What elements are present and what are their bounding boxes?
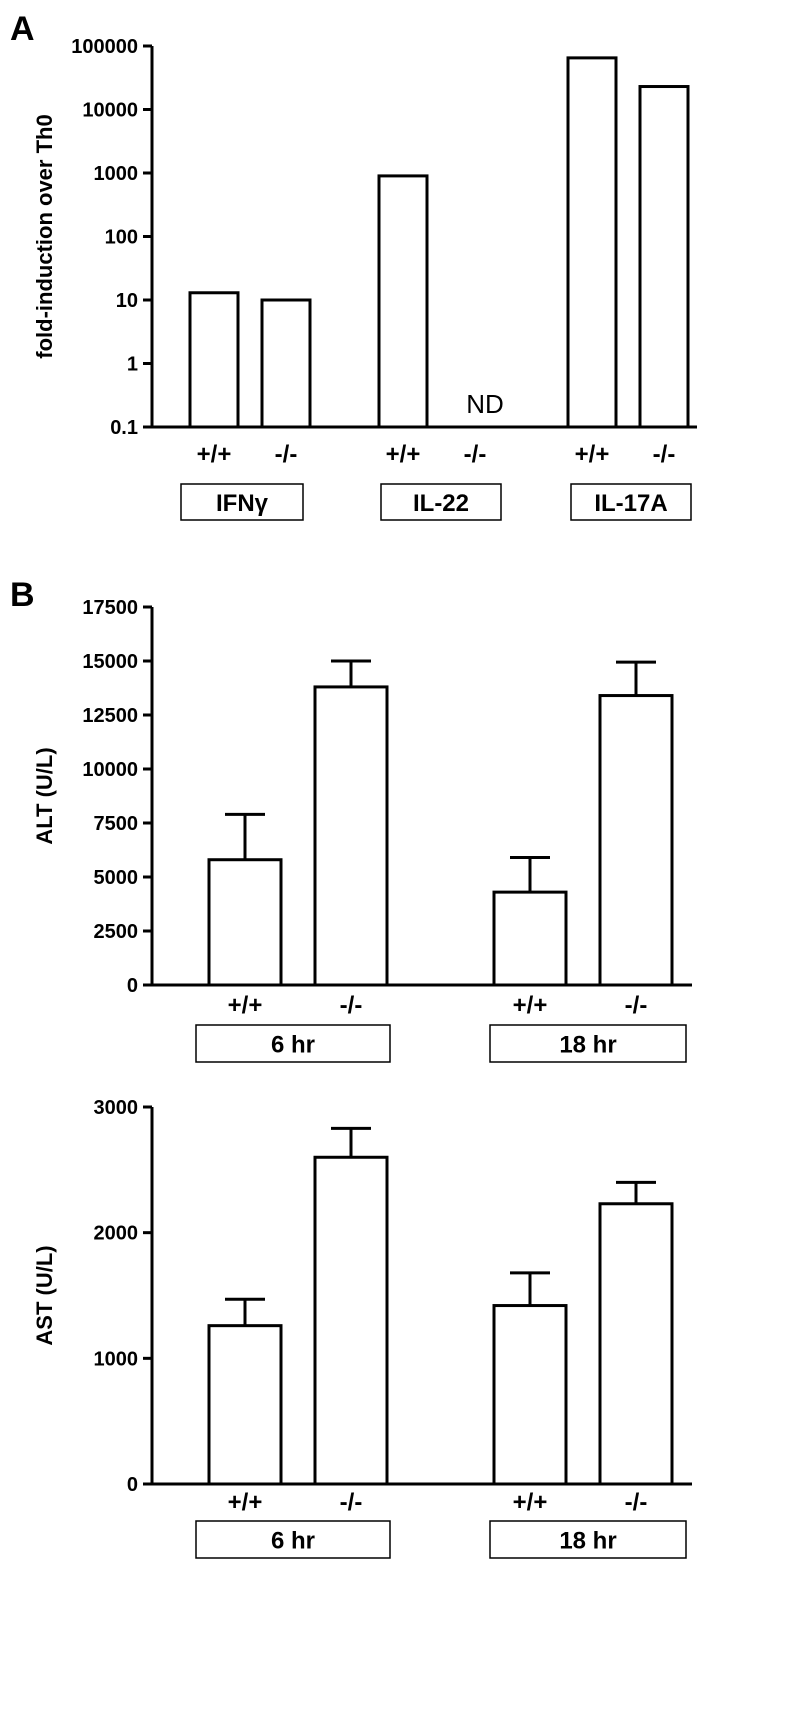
group-label-box <box>195 1024 391 1063</box>
y-axis-label: ALT (U/L) <box>32 747 57 844</box>
group-label-box <box>489 1520 687 1559</box>
bar <box>598 694 674 987</box>
y-tick-label: 7500 <box>94 813 139 835</box>
panel-letter: B <box>10 576 35 614</box>
bar <box>492 890 568 987</box>
y-tick-label: 0 <box>127 975 138 997</box>
group-label: IL-22 <box>413 490 469 517</box>
genotype-label: -/- <box>625 1489 648 1516</box>
y-tick-label: 0.1 <box>110 417 138 439</box>
bar <box>566 56 618 429</box>
bar <box>598 1202 674 1486</box>
genotype-label: +/+ <box>575 441 610 468</box>
group-label: IL-17A <box>594 490 667 517</box>
bar <box>313 1155 389 1486</box>
bar <box>492 1304 568 1486</box>
genotype-label: +/+ <box>386 441 421 468</box>
genotype-label: -/- <box>625 992 648 1019</box>
y-tick-label: 2500 <box>94 921 139 943</box>
group-label-box <box>180 483 304 521</box>
group-label-box <box>489 1024 687 1063</box>
y-tick-label: 10 <box>116 290 138 312</box>
y-axis-label: AST (U/L) <box>32 1245 57 1345</box>
genotype-label: -/- <box>275 441 298 468</box>
y-tick-label: 15000 <box>82 651 138 673</box>
y-tick-label: 17500 <box>82 597 138 619</box>
y-tick-label: 5000 <box>94 867 139 889</box>
y-tick-label: 1000 <box>94 1348 139 1370</box>
bar <box>207 858 283 987</box>
genotype-label: -/- <box>464 441 487 468</box>
panel-letter: A <box>10 10 35 48</box>
bar <box>638 85 690 429</box>
y-tick-label: 100 <box>105 227 138 249</box>
y-tick-label: 1000 <box>94 163 139 185</box>
group-label-box <box>380 483 502 521</box>
bar <box>260 298 312 429</box>
bar <box>188 291 240 429</box>
genotype-label: -/- <box>340 1489 363 1516</box>
group-label: 6 hr <box>271 1032 315 1059</box>
group-label: 18 hr <box>559 1528 616 1555</box>
genotype-label: -/- <box>340 992 363 1019</box>
genotype-label: +/+ <box>228 1489 263 1516</box>
genotype-label: +/+ <box>228 992 263 1019</box>
y-tick-label: 0 <box>127 1474 138 1496</box>
group-label-box <box>195 1520 391 1559</box>
y-axis-label: fold-induction over Th0 <box>32 114 57 358</box>
genotype-label: +/+ <box>513 992 548 1019</box>
bar <box>377 174 429 429</box>
group-label: 18 hr <box>559 1032 616 1059</box>
group-label: 6 hr <box>271 1528 315 1555</box>
y-tick-label: 10000 <box>82 759 138 781</box>
group-label-box <box>570 483 692 521</box>
bar <box>207 1324 283 1486</box>
genotype-label: -/- <box>653 441 676 468</box>
y-tick-label: 10000 <box>82 100 138 122</box>
y-tick-label: 3000 <box>94 1097 139 1119</box>
y-tick-label: 12500 <box>82 705 138 727</box>
y-tick-label: 2000 <box>94 1223 139 1245</box>
genotype-label: +/+ <box>513 1489 548 1516</box>
not-detected-label: ND <box>466 389 504 419</box>
y-tick-label: 100000 <box>71 36 138 58</box>
bar <box>313 685 389 987</box>
genotype-label: +/+ <box>197 441 232 468</box>
group-label: IFNγ <box>216 490 269 517</box>
y-tick-label: 1 <box>127 354 138 376</box>
